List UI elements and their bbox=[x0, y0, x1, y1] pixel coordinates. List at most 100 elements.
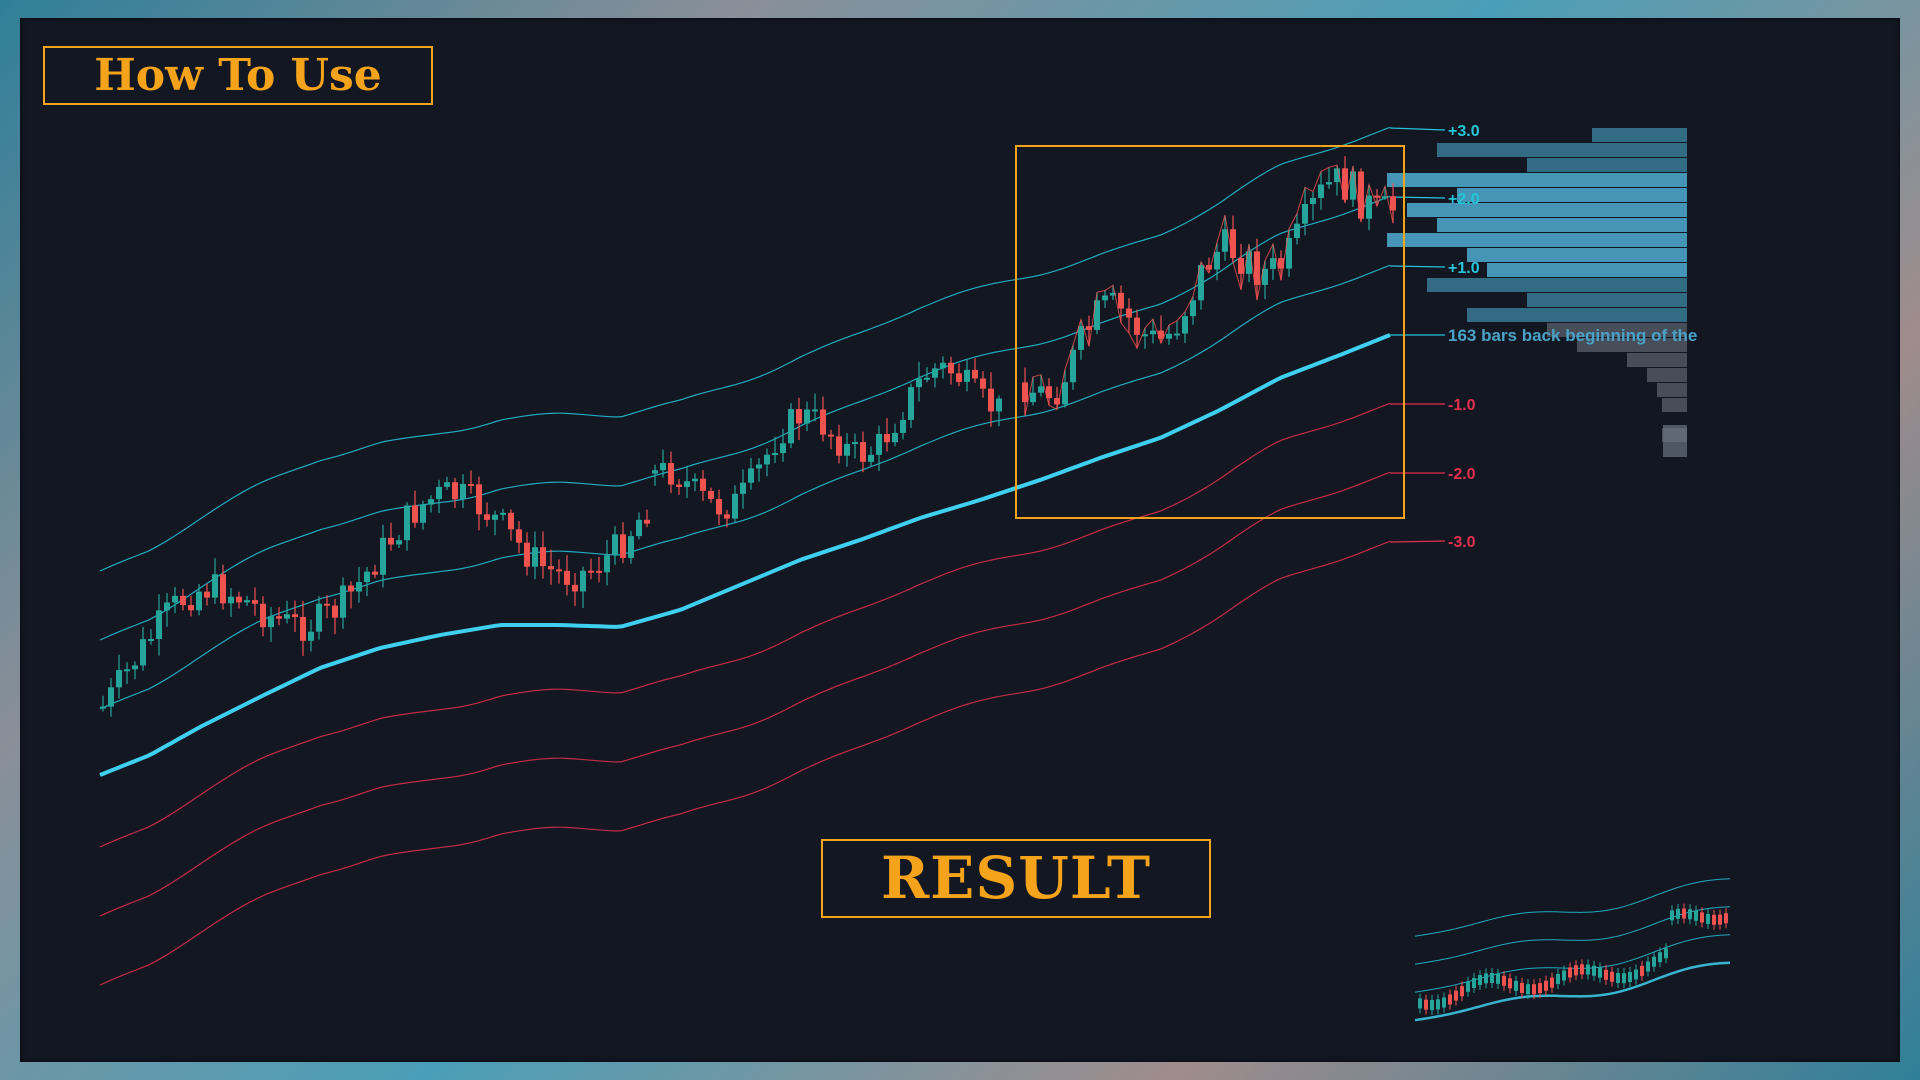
candle-body bbox=[684, 481, 690, 487]
candle-body bbox=[1350, 171, 1356, 200]
candle-body bbox=[292, 614, 298, 617]
candle-body bbox=[1022, 382, 1028, 403]
level-label: -1.0 bbox=[1448, 397, 1476, 414]
candle-body bbox=[564, 570, 570, 585]
inset-candle-body bbox=[1544, 980, 1548, 991]
inset-candle-body bbox=[1418, 998, 1422, 1009]
candle-body bbox=[484, 514, 490, 520]
candle-body bbox=[860, 442, 866, 462]
candle-body bbox=[668, 463, 674, 485]
candle-body bbox=[972, 369, 978, 379]
candle-body bbox=[156, 610, 162, 640]
candle-body bbox=[980, 378, 986, 389]
candle-body bbox=[228, 596, 234, 604]
candle-body bbox=[548, 566, 554, 570]
candle-body bbox=[260, 603, 266, 628]
inset-candle-body bbox=[1634, 969, 1638, 980]
candle-body bbox=[444, 482, 450, 487]
candle-body bbox=[316, 603, 322, 632]
level-connector bbox=[1389, 265, 1446, 268]
candle-body bbox=[1334, 168, 1340, 183]
inset-candle-body bbox=[1670, 910, 1674, 921]
candle-body bbox=[868, 454, 874, 462]
candle-body bbox=[1094, 300, 1100, 330]
candle-body bbox=[516, 529, 522, 543]
inset-candle-body bbox=[1568, 967, 1572, 978]
candle-body bbox=[812, 409, 818, 412]
candle-body bbox=[212, 574, 218, 598]
candle-body bbox=[700, 478, 706, 491]
profile-bar bbox=[1427, 278, 1687, 292]
candle-body bbox=[1254, 251, 1260, 285]
candle-body bbox=[948, 362, 954, 374]
candle-body bbox=[396, 540, 402, 545]
inset-candle-body bbox=[1532, 984, 1536, 995]
candle-body bbox=[172, 595, 178, 603]
candle-body bbox=[756, 464, 762, 469]
candle-body bbox=[252, 600, 258, 604]
inset-candle-body bbox=[1682, 908, 1686, 919]
inset-candle-body bbox=[1466, 981, 1470, 992]
candle-body bbox=[276, 616, 282, 619]
profile-bar bbox=[1657, 383, 1687, 397]
candle-body bbox=[436, 486, 442, 500]
candle-body bbox=[1110, 292, 1116, 296]
candle-body bbox=[900, 419, 906, 433]
band-lines bbox=[99, 126, 1446, 986]
candle-body bbox=[140, 639, 146, 666]
level-connector bbox=[1389, 540, 1446, 543]
candle-body bbox=[1190, 300, 1196, 317]
candle-body bbox=[652, 470, 658, 474]
annotation-label: 163 bars back beginning of the bbox=[1448, 326, 1697, 345]
candle-body bbox=[1142, 334, 1148, 337]
candle-body bbox=[892, 432, 898, 443]
candle-body bbox=[956, 373, 962, 382]
candle-body bbox=[596, 570, 602, 573]
candle-body bbox=[1238, 258, 1244, 274]
candle-body bbox=[1118, 292, 1124, 309]
inset-candle-body bbox=[1520, 982, 1524, 993]
profile-bar bbox=[1437, 218, 1687, 232]
inset-candle-body bbox=[1694, 910, 1698, 921]
result-title: RESULT bbox=[821, 839, 1211, 918]
inset-candle-body bbox=[1550, 977, 1554, 988]
profile-bar bbox=[1457, 188, 1687, 202]
band-line-upper-1 bbox=[99, 264, 1391, 710]
band-line-lower-1 bbox=[99, 402, 1391, 848]
inset-candle-body bbox=[1526, 984, 1530, 995]
profile-bar bbox=[1437, 143, 1687, 157]
candle-body bbox=[708, 490, 714, 500]
candle-body bbox=[540, 547, 546, 567]
zigzag-line bbox=[1024, 164, 1394, 416]
band-line-upper-3 bbox=[99, 126, 1391, 572]
candle-body bbox=[380, 537, 386, 575]
candle-body bbox=[1046, 386, 1052, 399]
inset-candle-body bbox=[1604, 969, 1608, 980]
candle-body bbox=[716, 499, 722, 515]
candle-body bbox=[1038, 386, 1044, 393]
candlesticks bbox=[100, 156, 1396, 717]
candle-body bbox=[1030, 392, 1036, 403]
profile-bar bbox=[1647, 368, 1687, 382]
candle-body bbox=[348, 585, 354, 592]
candle-body bbox=[356, 582, 362, 592]
candle-body bbox=[1222, 229, 1228, 252]
candle-body bbox=[412, 505, 418, 523]
inset-candle-body bbox=[1574, 965, 1578, 976]
candle-body bbox=[284, 614, 290, 619]
inset-candle-body bbox=[1490, 972, 1494, 983]
candle-body bbox=[580, 570, 586, 592]
candle-body bbox=[1286, 238, 1292, 269]
candle-body bbox=[1182, 316, 1188, 334]
candle-body bbox=[1270, 258, 1276, 269]
inset-candle-body bbox=[1478, 975, 1482, 986]
candle-body bbox=[332, 605, 338, 618]
candle-body bbox=[828, 434, 834, 437]
inset-candle-body bbox=[1622, 973, 1626, 984]
candle-body bbox=[1070, 349, 1076, 383]
candle-body bbox=[204, 591, 210, 598]
candle-body bbox=[932, 368, 938, 378]
profile-bar bbox=[1662, 398, 1687, 412]
inset-candle-body bbox=[1592, 965, 1596, 976]
profile-bar bbox=[1592, 128, 1687, 142]
